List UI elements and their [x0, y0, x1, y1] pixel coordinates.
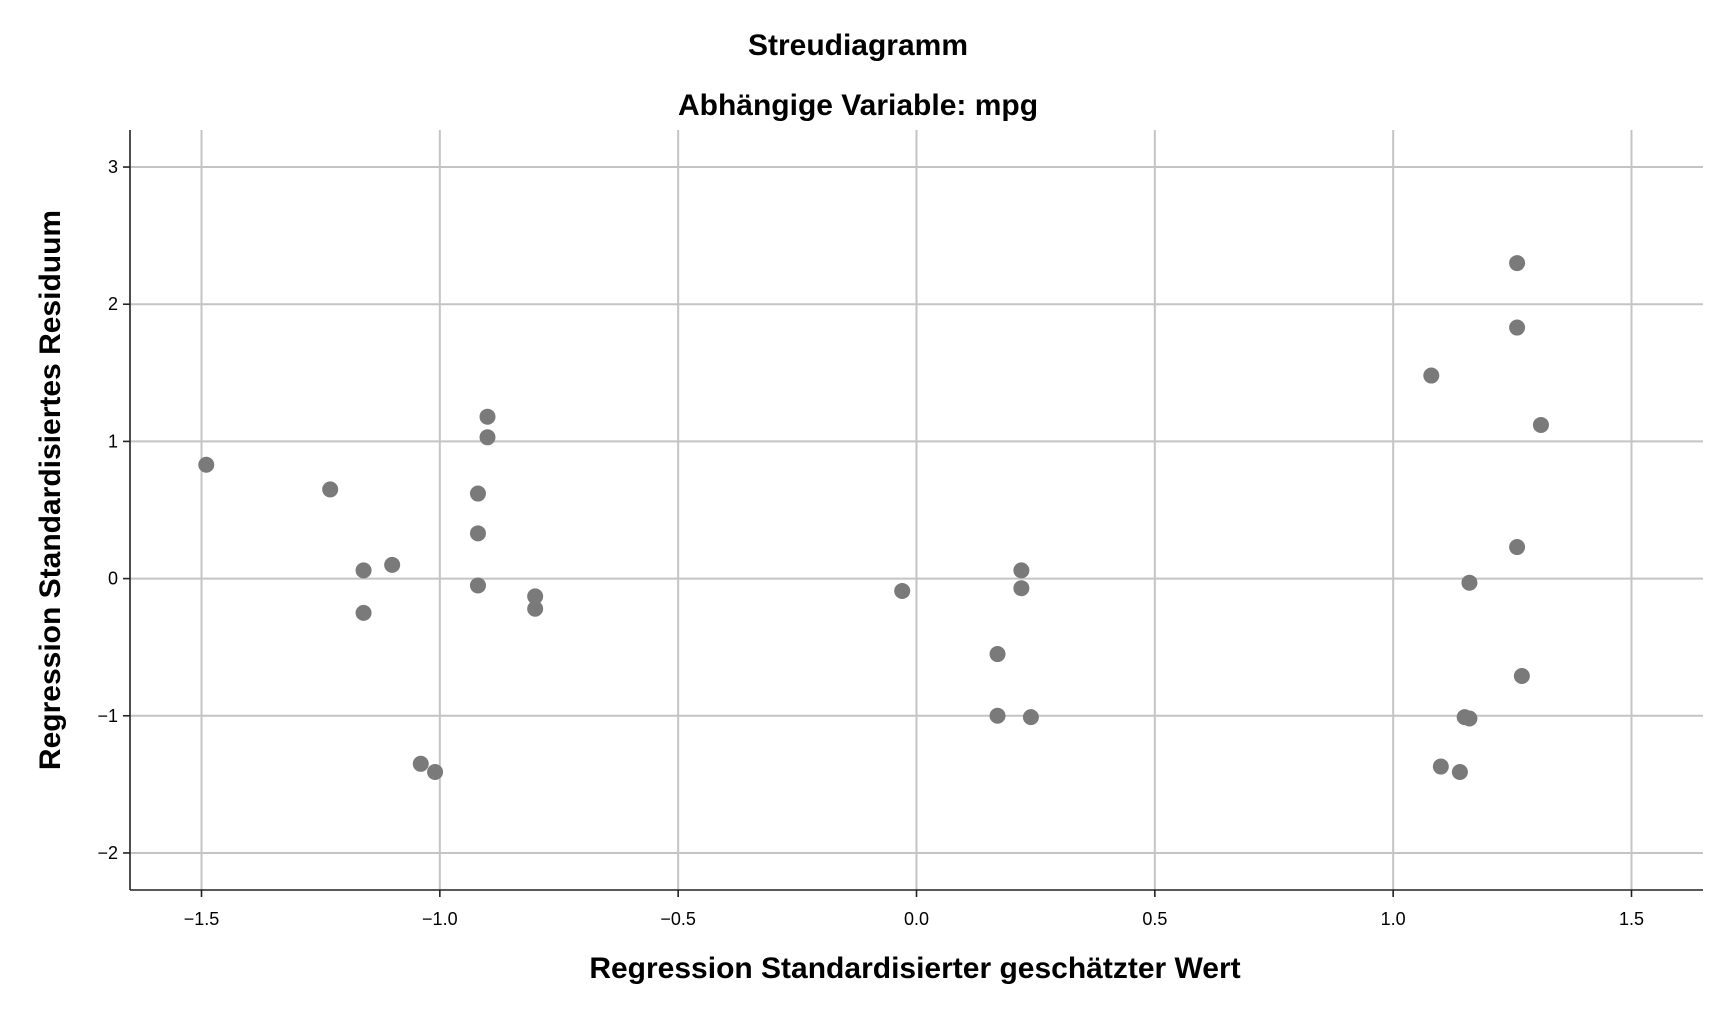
scatter-point: [1013, 562, 1030, 579]
x-tick-label: 1.0: [1381, 909, 1406, 929]
x-axis-label: Regression Standardisierter geschätzter …: [589, 952, 1240, 985]
y-tick-label: 1: [108, 431, 118, 451]
scatter-point: [894, 582, 911, 599]
scatter-point: [1022, 709, 1039, 726]
scatter-point: [322, 481, 339, 498]
scatter-point: [479, 429, 496, 446]
scatter-point: [427, 764, 444, 781]
y-tick-label: 2: [108, 294, 118, 314]
y-tick-label: 3: [108, 157, 118, 177]
scatter-point: [1509, 255, 1526, 272]
chart-title: Streudiagramm: [748, 29, 968, 62]
scatter-point: [1013, 580, 1030, 597]
scatter-point: [989, 646, 1006, 663]
y-tick-label: −1: [97, 706, 118, 726]
scatter-point: [412, 755, 429, 772]
scatter-point: [469, 577, 486, 594]
scatter-point: [384, 556, 401, 573]
scatter-point: [355, 562, 372, 579]
x-tick-label: −1.5: [184, 909, 220, 929]
y-tick-label: 0: [108, 569, 118, 589]
scatter-point: [527, 588, 544, 605]
scatter-point: [1461, 710, 1478, 727]
scatter-point: [479, 408, 496, 425]
x-tick-label: −0.5: [660, 909, 696, 929]
scatter-point: [989, 707, 1006, 724]
scatter-point: [1432, 758, 1449, 775]
scatter-point: [1509, 319, 1526, 336]
y-axis-label: Regression Standardisiertes Residuum: [34, 210, 67, 770]
tick-labels: −1.5 −1.0 −0.5 0.0 0.5 1.0 1.5 3 2 1 0 −1 −2: [97, 157, 1644, 929]
axes: [123, 130, 1703, 897]
scatter-point: [1451, 764, 1468, 781]
y-tick-label: −2: [97, 843, 118, 863]
data-points: [198, 255, 1549, 781]
scatter-point: [198, 456, 215, 473]
x-tick-label: 1.5: [1619, 909, 1644, 929]
scatter-point: [469, 525, 486, 542]
scatter-point: [1509, 539, 1526, 556]
scatter-point: [469, 485, 486, 502]
x-tick-label: 0.0: [904, 909, 929, 929]
scatter-point: [527, 600, 544, 617]
chart-subtitle: Abhängige Variable: mpg: [678, 89, 1038, 122]
gridlines: [130, 130, 1703, 890]
scatter-point: [1423, 367, 1440, 384]
scatter-point: [1532, 416, 1549, 433]
scatter-point: [1513, 667, 1530, 684]
x-tick-label: −1.0: [422, 909, 458, 929]
x-tick-label: 0.5: [1142, 909, 1167, 929]
scatter-point: [1461, 574, 1478, 591]
scatter-point: [355, 604, 372, 621]
